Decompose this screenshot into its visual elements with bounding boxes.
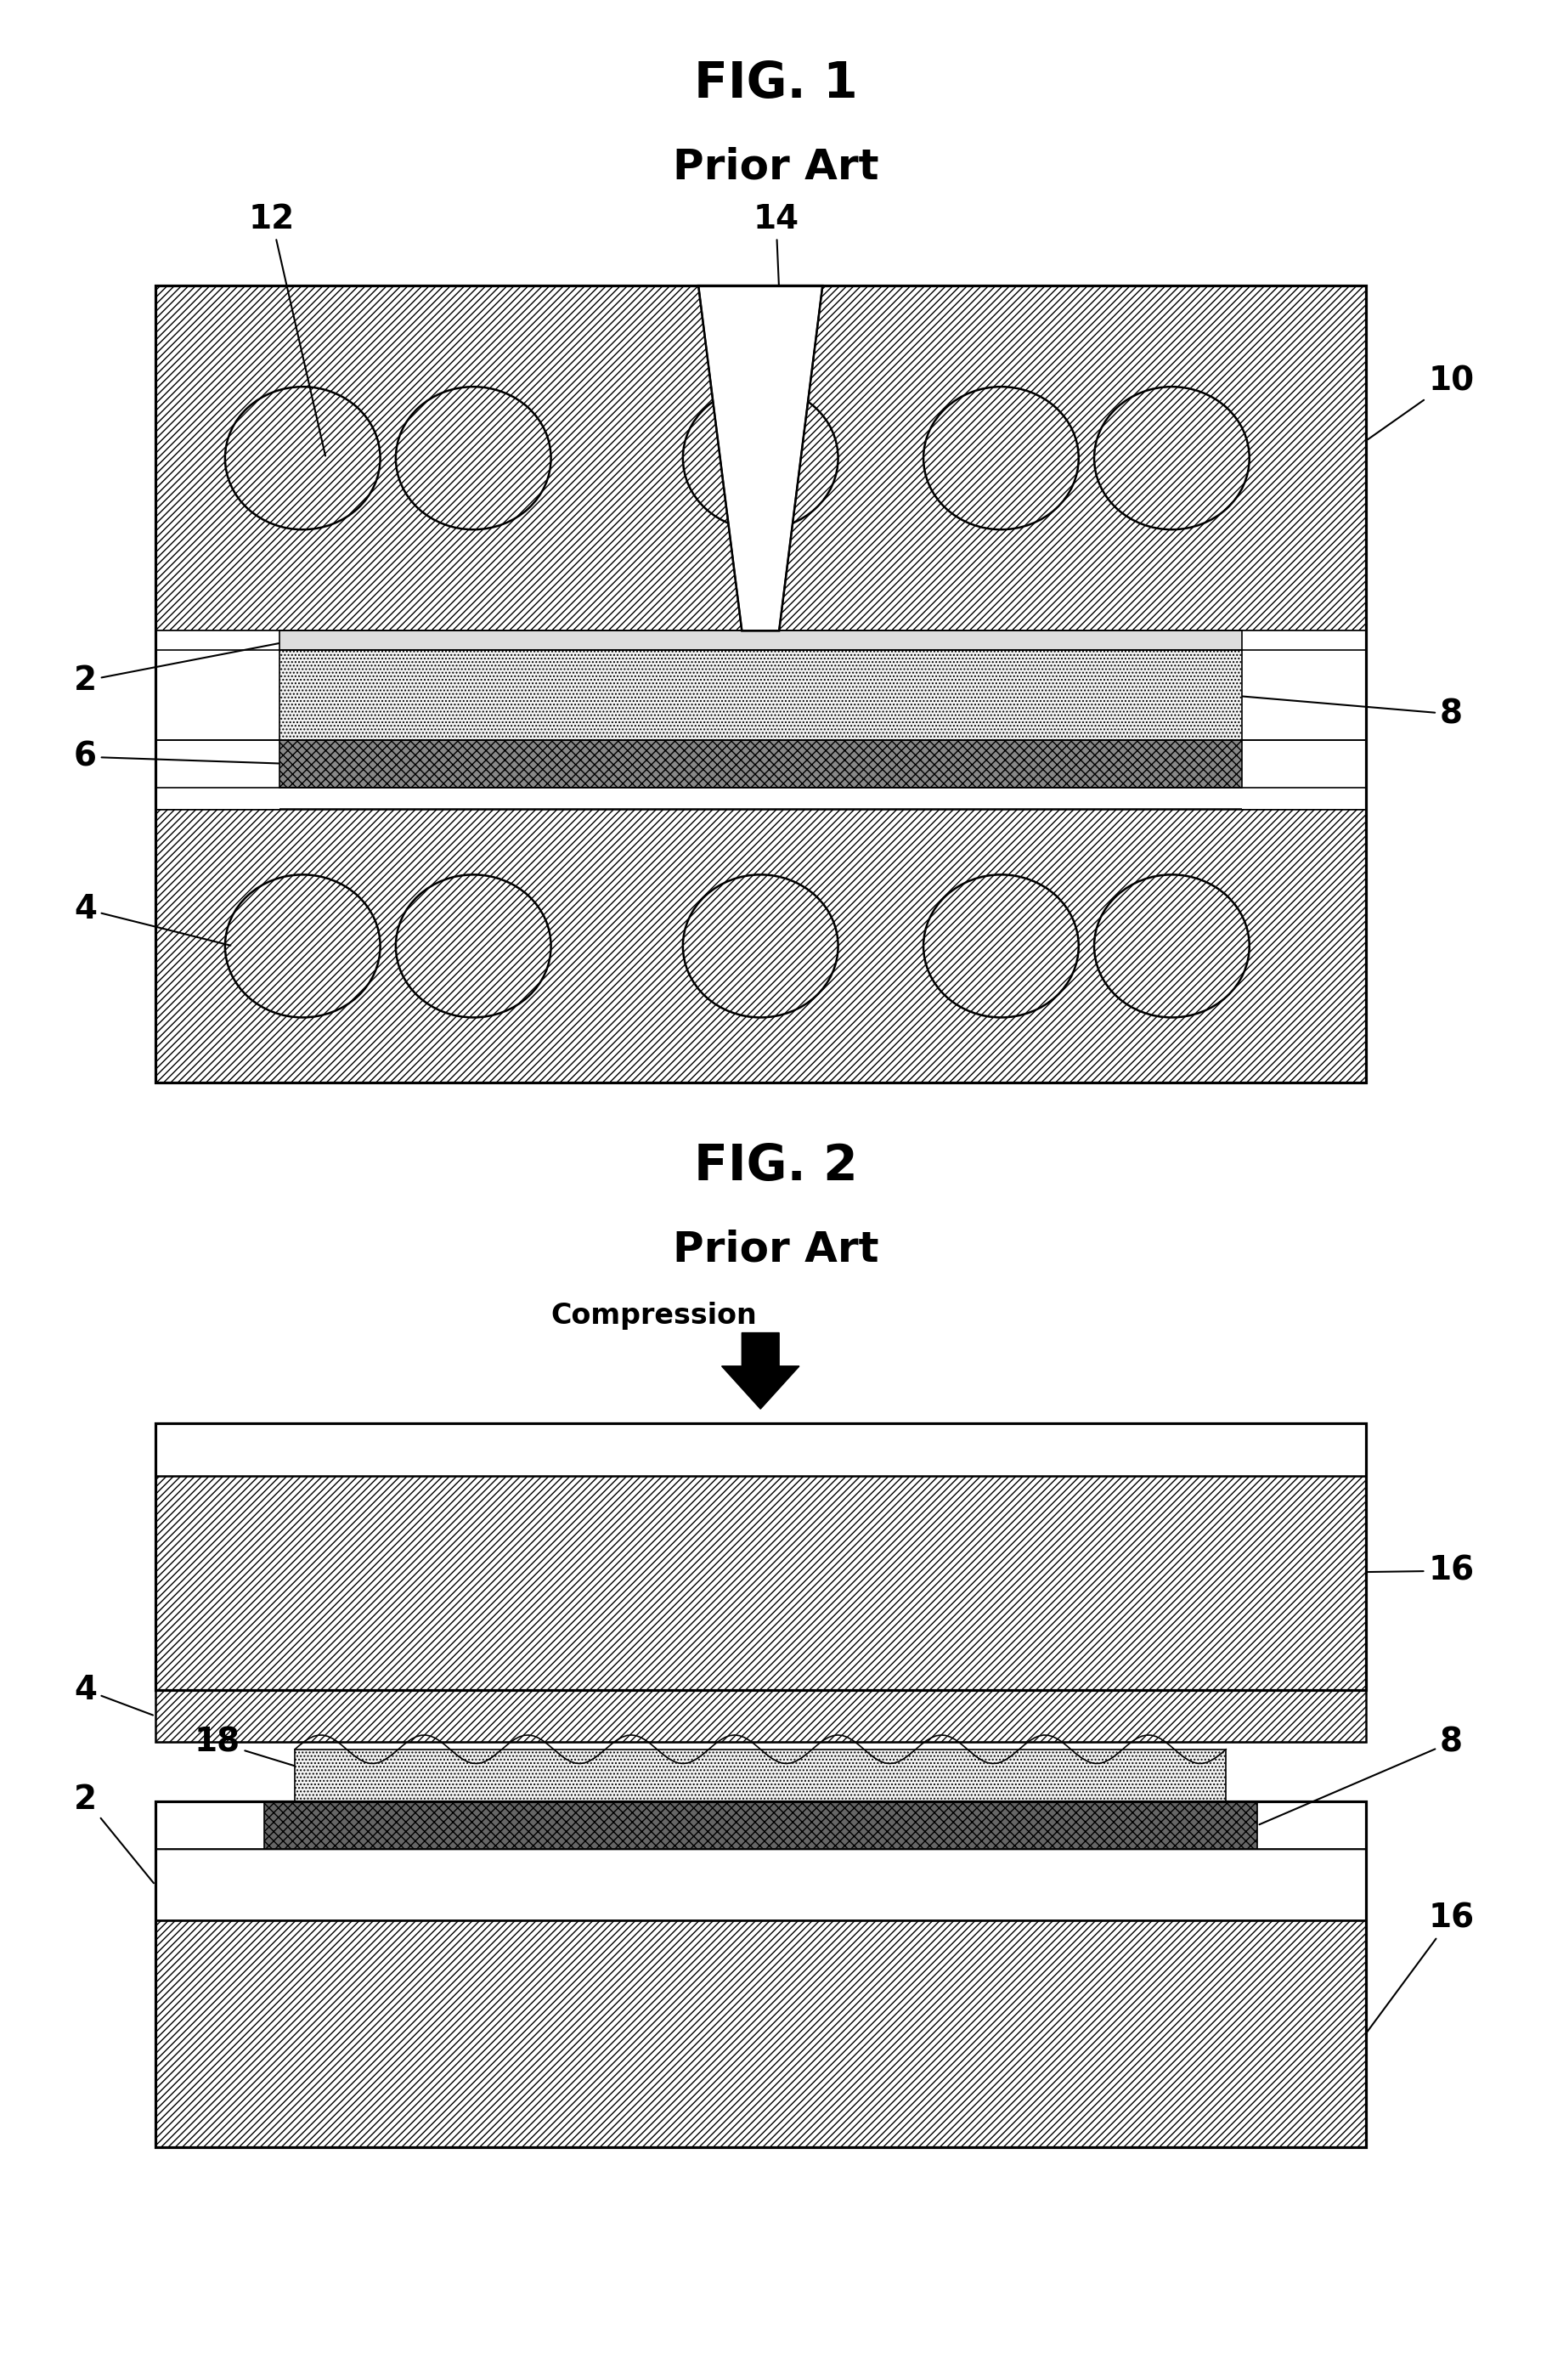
Bar xyxy=(1242,631,1366,809)
Text: 8: 8 xyxy=(1259,1726,1462,1825)
Text: FIG. 1: FIG. 1 xyxy=(694,60,858,107)
Bar xyxy=(295,1749,1226,1802)
Bar xyxy=(155,1849,1366,1921)
Bar xyxy=(155,1476,1366,1690)
Text: 8: 8 xyxy=(1229,695,1462,731)
Text: 12: 12 xyxy=(248,202,326,457)
Polygon shape xyxy=(722,1333,799,1409)
Text: 14: 14 xyxy=(753,202,799,288)
Bar xyxy=(155,1921,1366,2147)
Bar xyxy=(279,631,1242,650)
Bar xyxy=(155,1423,1366,1690)
Text: 2: 2 xyxy=(74,1783,154,1883)
Bar xyxy=(155,286,1366,631)
Bar xyxy=(264,1802,1257,1849)
Bar xyxy=(155,809,1366,1083)
Text: FIG. 2: FIG. 2 xyxy=(694,1142,858,1190)
Polygon shape xyxy=(698,286,823,631)
Text: Prior Art: Prior Art xyxy=(674,145,878,188)
Text: 16: 16 xyxy=(1369,1554,1474,1587)
Text: 18: 18 xyxy=(194,1726,324,1775)
Bar xyxy=(155,1802,1366,2147)
Bar xyxy=(155,631,279,809)
Bar xyxy=(279,650,1242,740)
Bar xyxy=(155,286,1366,1083)
Bar xyxy=(155,631,1366,809)
Text: Compression: Compression xyxy=(551,1302,757,1330)
Text: 4: 4 xyxy=(74,892,231,945)
Text: Prior Art: Prior Art xyxy=(674,1228,878,1271)
Text: 10: 10 xyxy=(1367,364,1474,440)
Text: 4: 4 xyxy=(74,1673,154,1716)
Bar xyxy=(279,740,1242,788)
Bar xyxy=(155,1690,1366,1742)
Text: 16: 16 xyxy=(1367,1902,1474,2033)
Text: 2: 2 xyxy=(74,640,293,697)
Text: 6: 6 xyxy=(74,740,292,774)
